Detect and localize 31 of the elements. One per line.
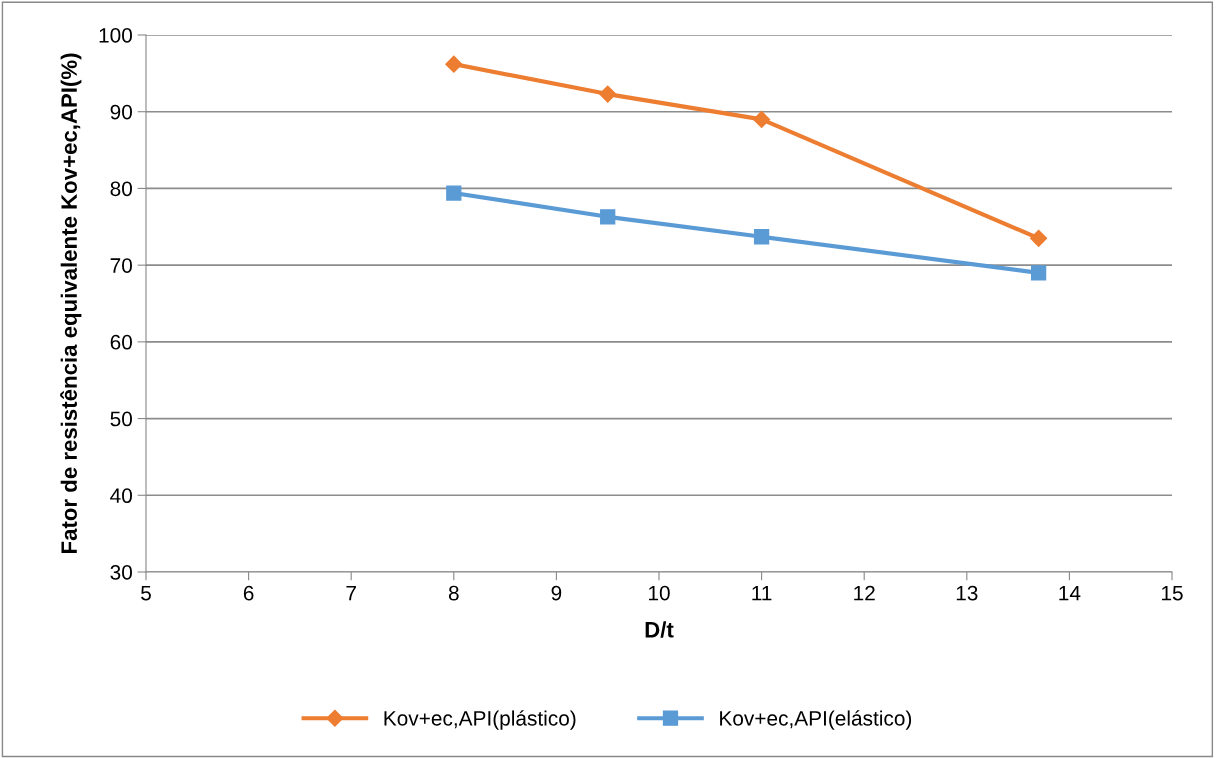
x-tick-label: 14	[1059, 585, 1081, 601]
y-tick-label: 40	[110, 488, 132, 504]
point	[753, 229, 770, 245]
point	[446, 185, 462, 201]
x-tick-label: 11	[752, 585, 772, 601]
y-tick-label: 90	[110, 104, 132, 120]
x-tick-label: 13	[956, 585, 978, 601]
point	[753, 110, 771, 128]
x-tick-label: 8	[448, 585, 459, 601]
y-axis-title: Fator de resistência equivalente Kov+ec,API(%)	[60, 53, 82, 554]
x-tick-label: 10	[649, 585, 670, 601]
point	[1030, 265, 1047, 281]
point	[600, 209, 616, 225]
y-tick-label: 80	[110, 181, 132, 197]
x-axis-title: D/t	[645, 621, 674, 638]
legend-label: Kov+ec,API(elástico)	[720, 710, 912, 730]
y-tick-label: 70	[110, 258, 132, 273]
x-tick-label: 9	[551, 585, 562, 601]
y-tick-label: 60	[110, 334, 132, 350]
x-tick-label: 15	[1162, 585, 1183, 601]
point	[1030, 229, 1048, 247]
y-tick-label: 100	[99, 28, 132, 43]
x-tick-label: 6	[243, 585, 254, 601]
point	[445, 55, 463, 73]
y-tick-label: 50	[110, 411, 132, 427]
x-tick-label: 12	[854, 585, 875, 601]
x-tick-label: 5	[141, 585, 151, 601]
y-tick-label: 30	[110, 565, 132, 580]
legend-label: Kov+ec,API(plástico)	[384, 710, 576, 730]
point	[599, 85, 617, 103]
x-tick-label: 7	[346, 585, 356, 601]
